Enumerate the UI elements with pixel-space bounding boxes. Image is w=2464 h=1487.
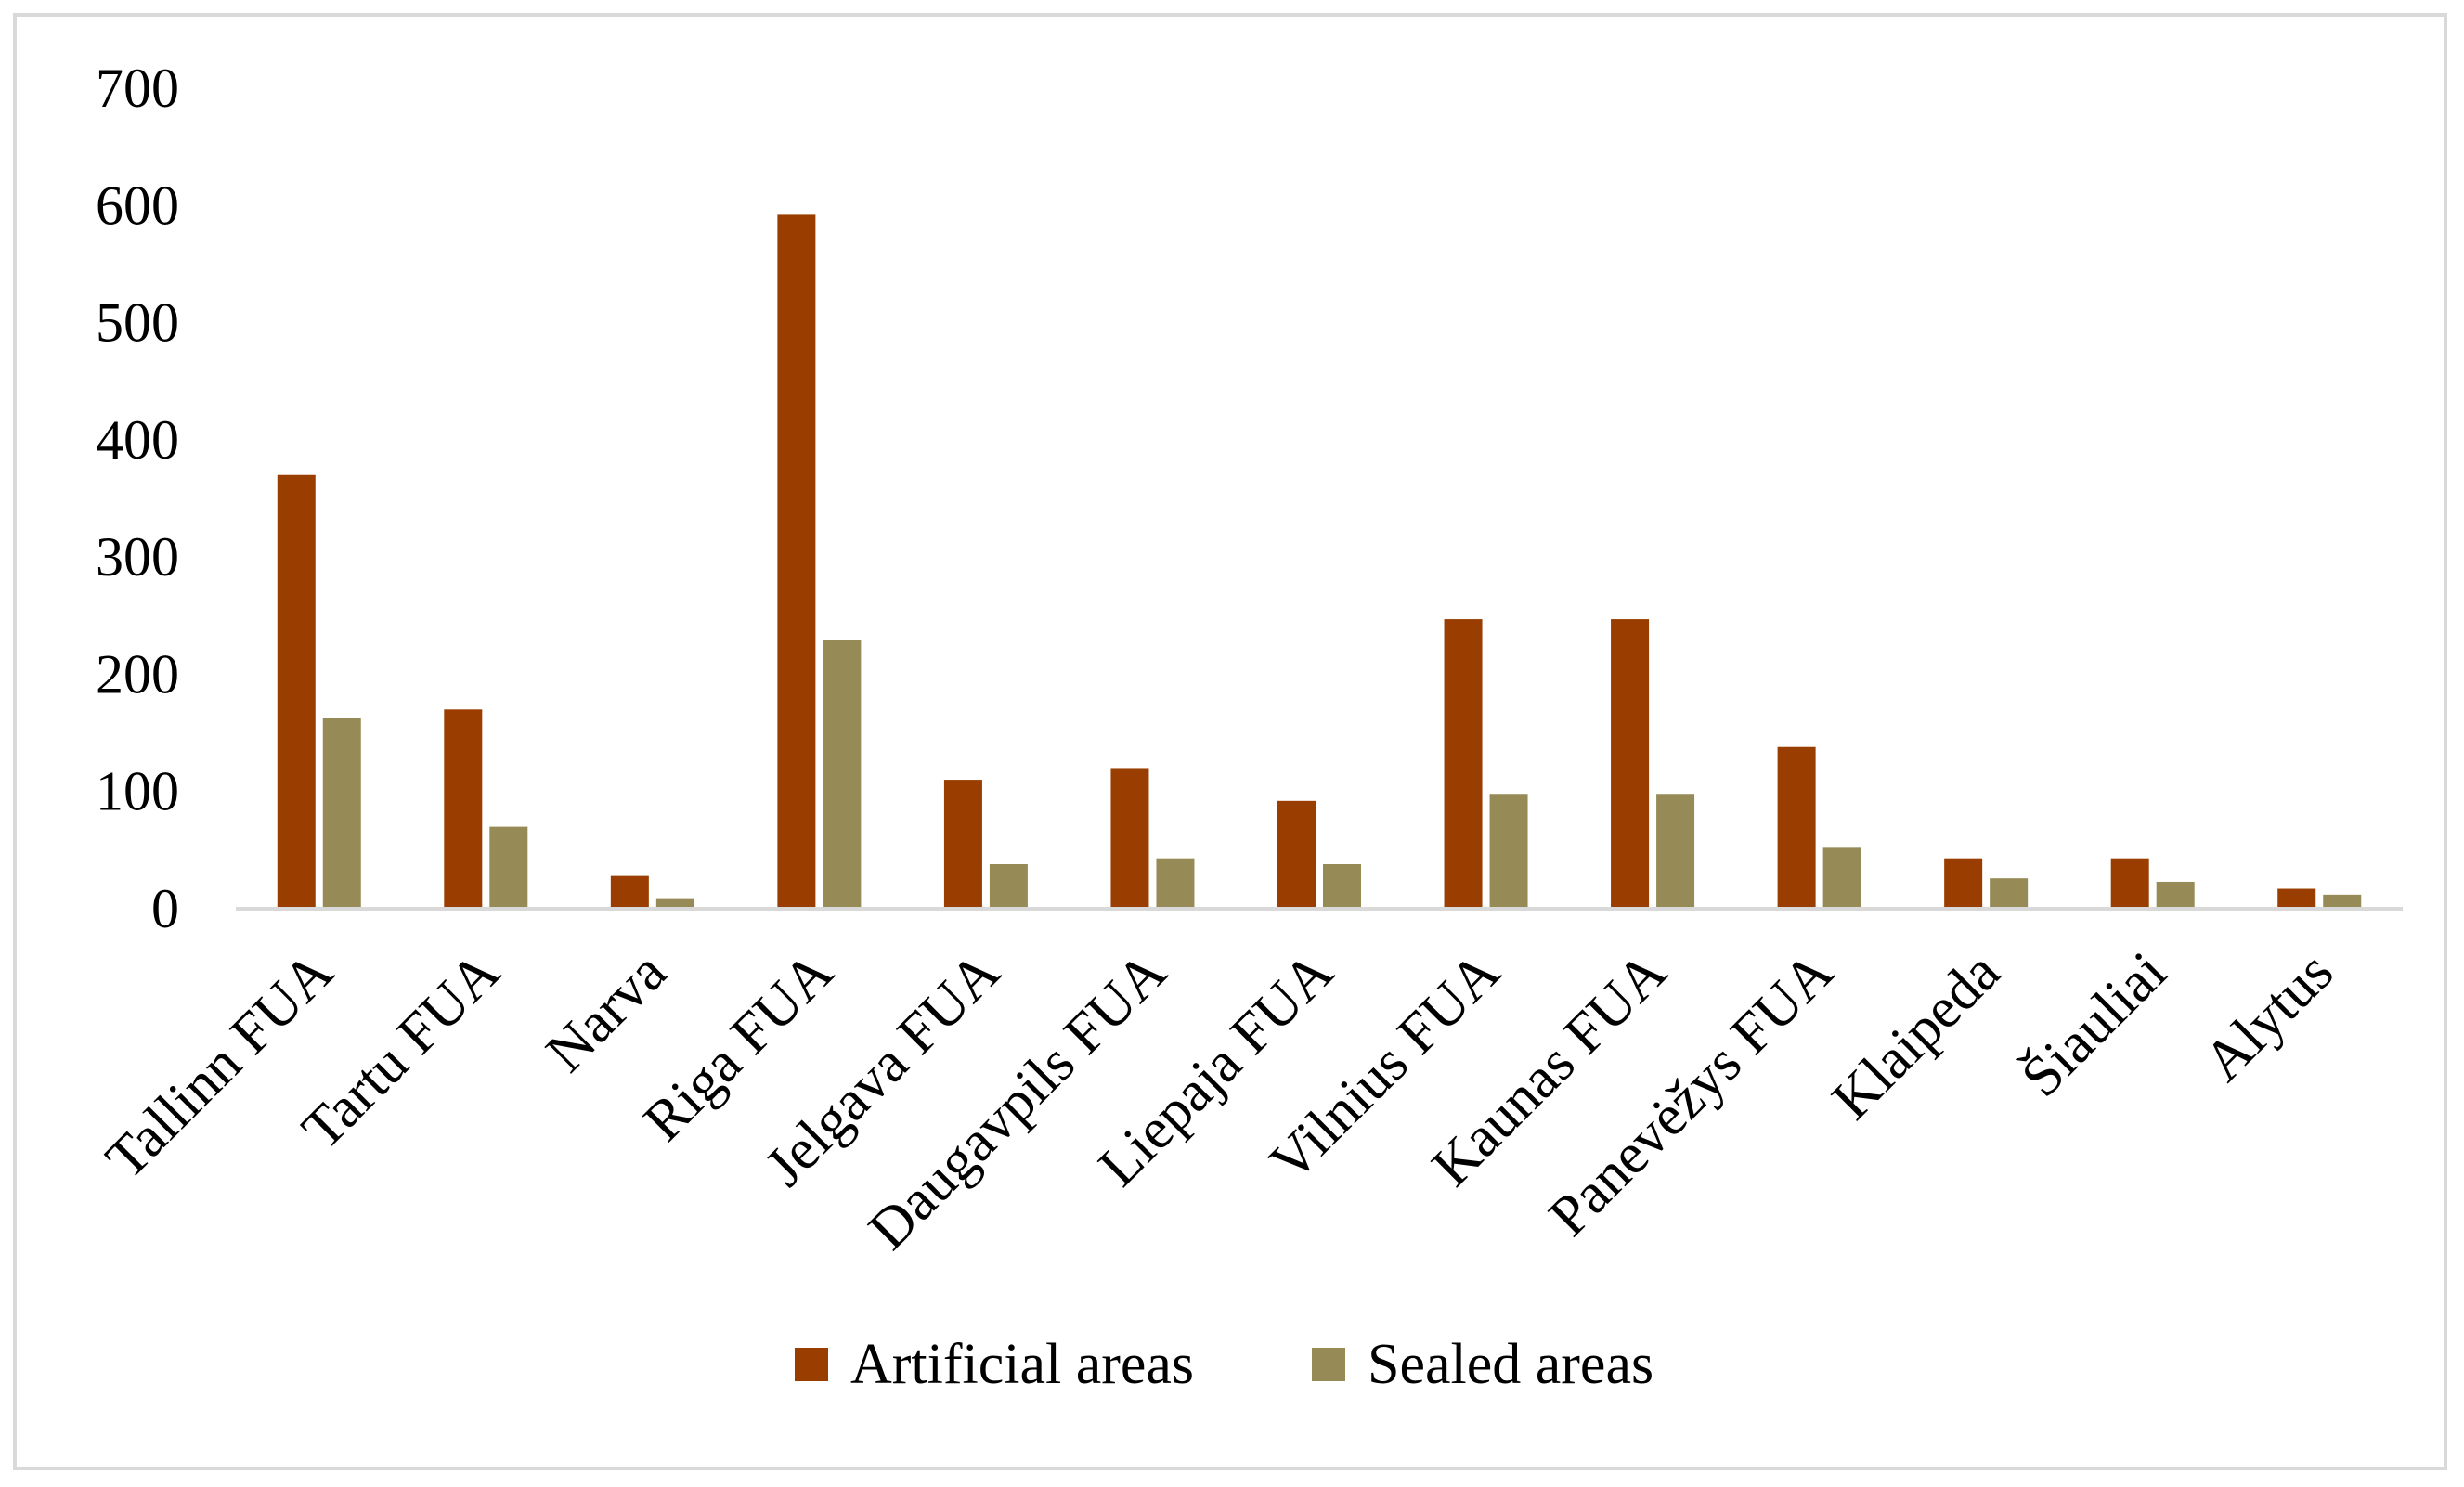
bar-sealed [823, 640, 862, 909]
bar-artificial [777, 214, 816, 910]
bar-artificial [1777, 746, 1816, 909]
bar-sealed [2156, 881, 2195, 909]
bar-artificial [444, 709, 483, 909]
bar-artificial [943, 780, 982, 909]
bar-sealed [489, 826, 528, 909]
bar-sealed [1656, 794, 1695, 909]
y-tick-label: 400 [96, 409, 179, 471]
x-category-label: Klaipeda [1821, 940, 2012, 1131]
x-category-label: Alytus [2192, 940, 2345, 1093]
x-category-label: Daugavpils FUA [857, 940, 1179, 1262]
x-category-label: Tallinn FUA [94, 940, 344, 1191]
y-axis: 0 100 200 300 400 500 600 700 [96, 58, 179, 939]
bar-sealed [1323, 864, 1361, 909]
bar-artificial [1944, 858, 1983, 909]
legend-label: Artificial areas [850, 1333, 1194, 1396]
bar-sealed [1822, 847, 1861, 909]
bar-artificial [1277, 800, 1316, 909]
bar-artificial [277, 474, 316, 909]
y-tick-label: 0 [151, 878, 179, 939]
bar-sealed [1990, 878, 2029, 909]
bar-sealed [322, 718, 361, 909]
bar-artificial [1110, 768, 1149, 909]
bar-sealed [989, 864, 1028, 909]
legend[interactable]: Artificial areas Sealed areas [795, 1333, 1653, 1396]
x-category-label: Panevėžys FUA [1537, 940, 1846, 1248]
legend-swatch [795, 1348, 828, 1381]
y-tick-label: 700 [96, 58, 179, 119]
bar-artificial [2110, 858, 2149, 909]
legend-swatch [1312, 1348, 1345, 1381]
y-tick-label: 200 [96, 643, 179, 705]
bar-artificial [2277, 888, 2316, 909]
y-tick-label: 600 [96, 175, 179, 236]
legend-item-artificial[interactable]: Artificial areas [795, 1333, 1194, 1396]
bar-chart: 0 100 200 300 400 500 600 700 Tallinn FUATartu … [94, 58, 2403, 1396]
bar-sealed [1156, 858, 1195, 909]
bar-artificial [610, 875, 649, 909]
y-tick-label: 300 [96, 526, 179, 588]
y-tick-label: 500 [96, 292, 179, 354]
y-tick-label: 100 [96, 761, 179, 822]
legend-item-sealed[interactable]: Sealed areas [1312, 1333, 1653, 1396]
bar-artificial [1611, 619, 1650, 909]
bar-artificial [1444, 619, 1483, 909]
legend-label: Sealed areas [1368, 1333, 1653, 1396]
bar-sealed [1489, 794, 1528, 909]
bars [277, 214, 2362, 910]
x-category-label: Narva [535, 940, 679, 1084]
bar-sealed [655, 898, 694, 909]
x-category-label: Šiauliai [2010, 940, 2179, 1109]
chart-frame: 0 100 200 300 400 500 600 700 Tallinn FUA Tartu … [13, 13, 2447, 1470]
bar-sealed [2323, 894, 2362, 909]
